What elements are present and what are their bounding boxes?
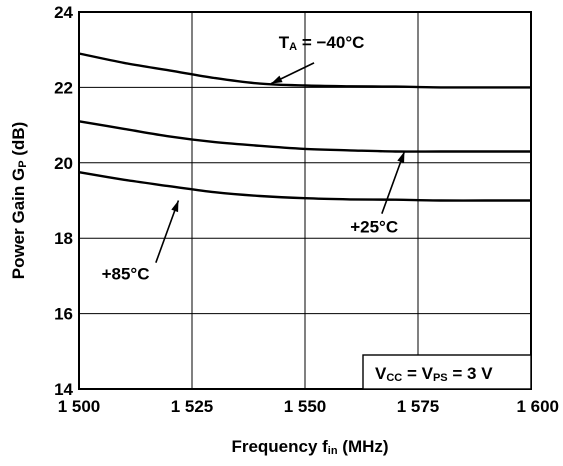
x-axis-label-sub: in: [328, 445, 338, 457]
series-line-2: [78, 171, 531, 202]
annotation-label: +85°C: [102, 265, 150, 284]
series-line-0: [78, 52, 531, 89]
annotations: TA = −40°C +25°C +85°C: [102, 33, 399, 284]
annotation-label: TA = −40°C: [279, 33, 365, 53]
annotation-arrow-line: [155, 200, 180, 263]
axis-labels: Frequency fin (MHz) Power Gain GP (dB): [9, 122, 389, 457]
tick-labels: 1 500 1 525 1 550 1 575 1 600 14 16 18 20 22 24: [54, 3, 559, 416]
annotation-arrowhead: [397, 151, 405, 164]
annotation-label-main: T: [279, 33, 290, 52]
y-tick-label: 22: [54, 78, 73, 97]
y-tick-label: 24: [54, 3, 73, 22]
annotation-label-sub: A: [289, 41, 297, 53]
conditions-sub-ps: PS: [433, 372, 448, 384]
conditions-rest: = 3 V: [448, 364, 494, 383]
conditions-box-frame: [362, 354, 532, 390]
y-axis-label-main: Power Gain G: [9, 168, 28, 279]
x-tick-label: 1 525: [171, 397, 214, 416]
annotation-arrows: [155, 62, 406, 263]
y-tick-label: 14: [54, 380, 73, 399]
conditions-mid: = V: [402, 364, 433, 383]
annotation-arrowhead: [171, 200, 179, 213]
conditions-text: VCC = VPS = 3 V: [375, 364, 493, 384]
x-tick-label: 1 575: [397, 397, 440, 416]
y-axis-label: Power Gain GP (dB): [9, 122, 29, 280]
series-curves: [78, 52, 531, 202]
x-tick-label: 1 550: [284, 397, 327, 416]
y-axis-label-sub: P: [17, 160, 29, 167]
x-axis-label-main: Frequency f: [231, 437, 328, 456]
annotation-label-rest: = −40°C: [297, 33, 364, 52]
x-tick-label: 1 600: [516, 397, 559, 416]
annotation-label-main: +25°C: [350, 218, 398, 237]
x-axis-label-unit: (MHz): [338, 437, 389, 456]
annotation-arrow-line: [381, 151, 406, 214]
x-tick-label: 1 500: [58, 397, 101, 416]
y-axis-label-unit: (dB): [9, 122, 28, 161]
y-tick-label: 20: [54, 154, 73, 173]
series-line-1: [78, 120, 531, 153]
y-tick-label: 16: [54, 305, 73, 324]
y-tick-label: 18: [54, 229, 73, 248]
conditions-box: VCC = VPS = 3 V: [362, 354, 532, 390]
plot-area-frame: [78, 11, 532, 390]
annotation-label-main: +85°C: [102, 265, 150, 284]
annotation-label: +25°C: [350, 218, 398, 237]
conditions-sub-cc: CC: [386, 372, 402, 384]
annotation-arrowhead: [271, 75, 283, 84]
conditions-v1: V: [375, 364, 387, 383]
x-axis-label: Frequency fin (MHz): [231, 437, 388, 457]
